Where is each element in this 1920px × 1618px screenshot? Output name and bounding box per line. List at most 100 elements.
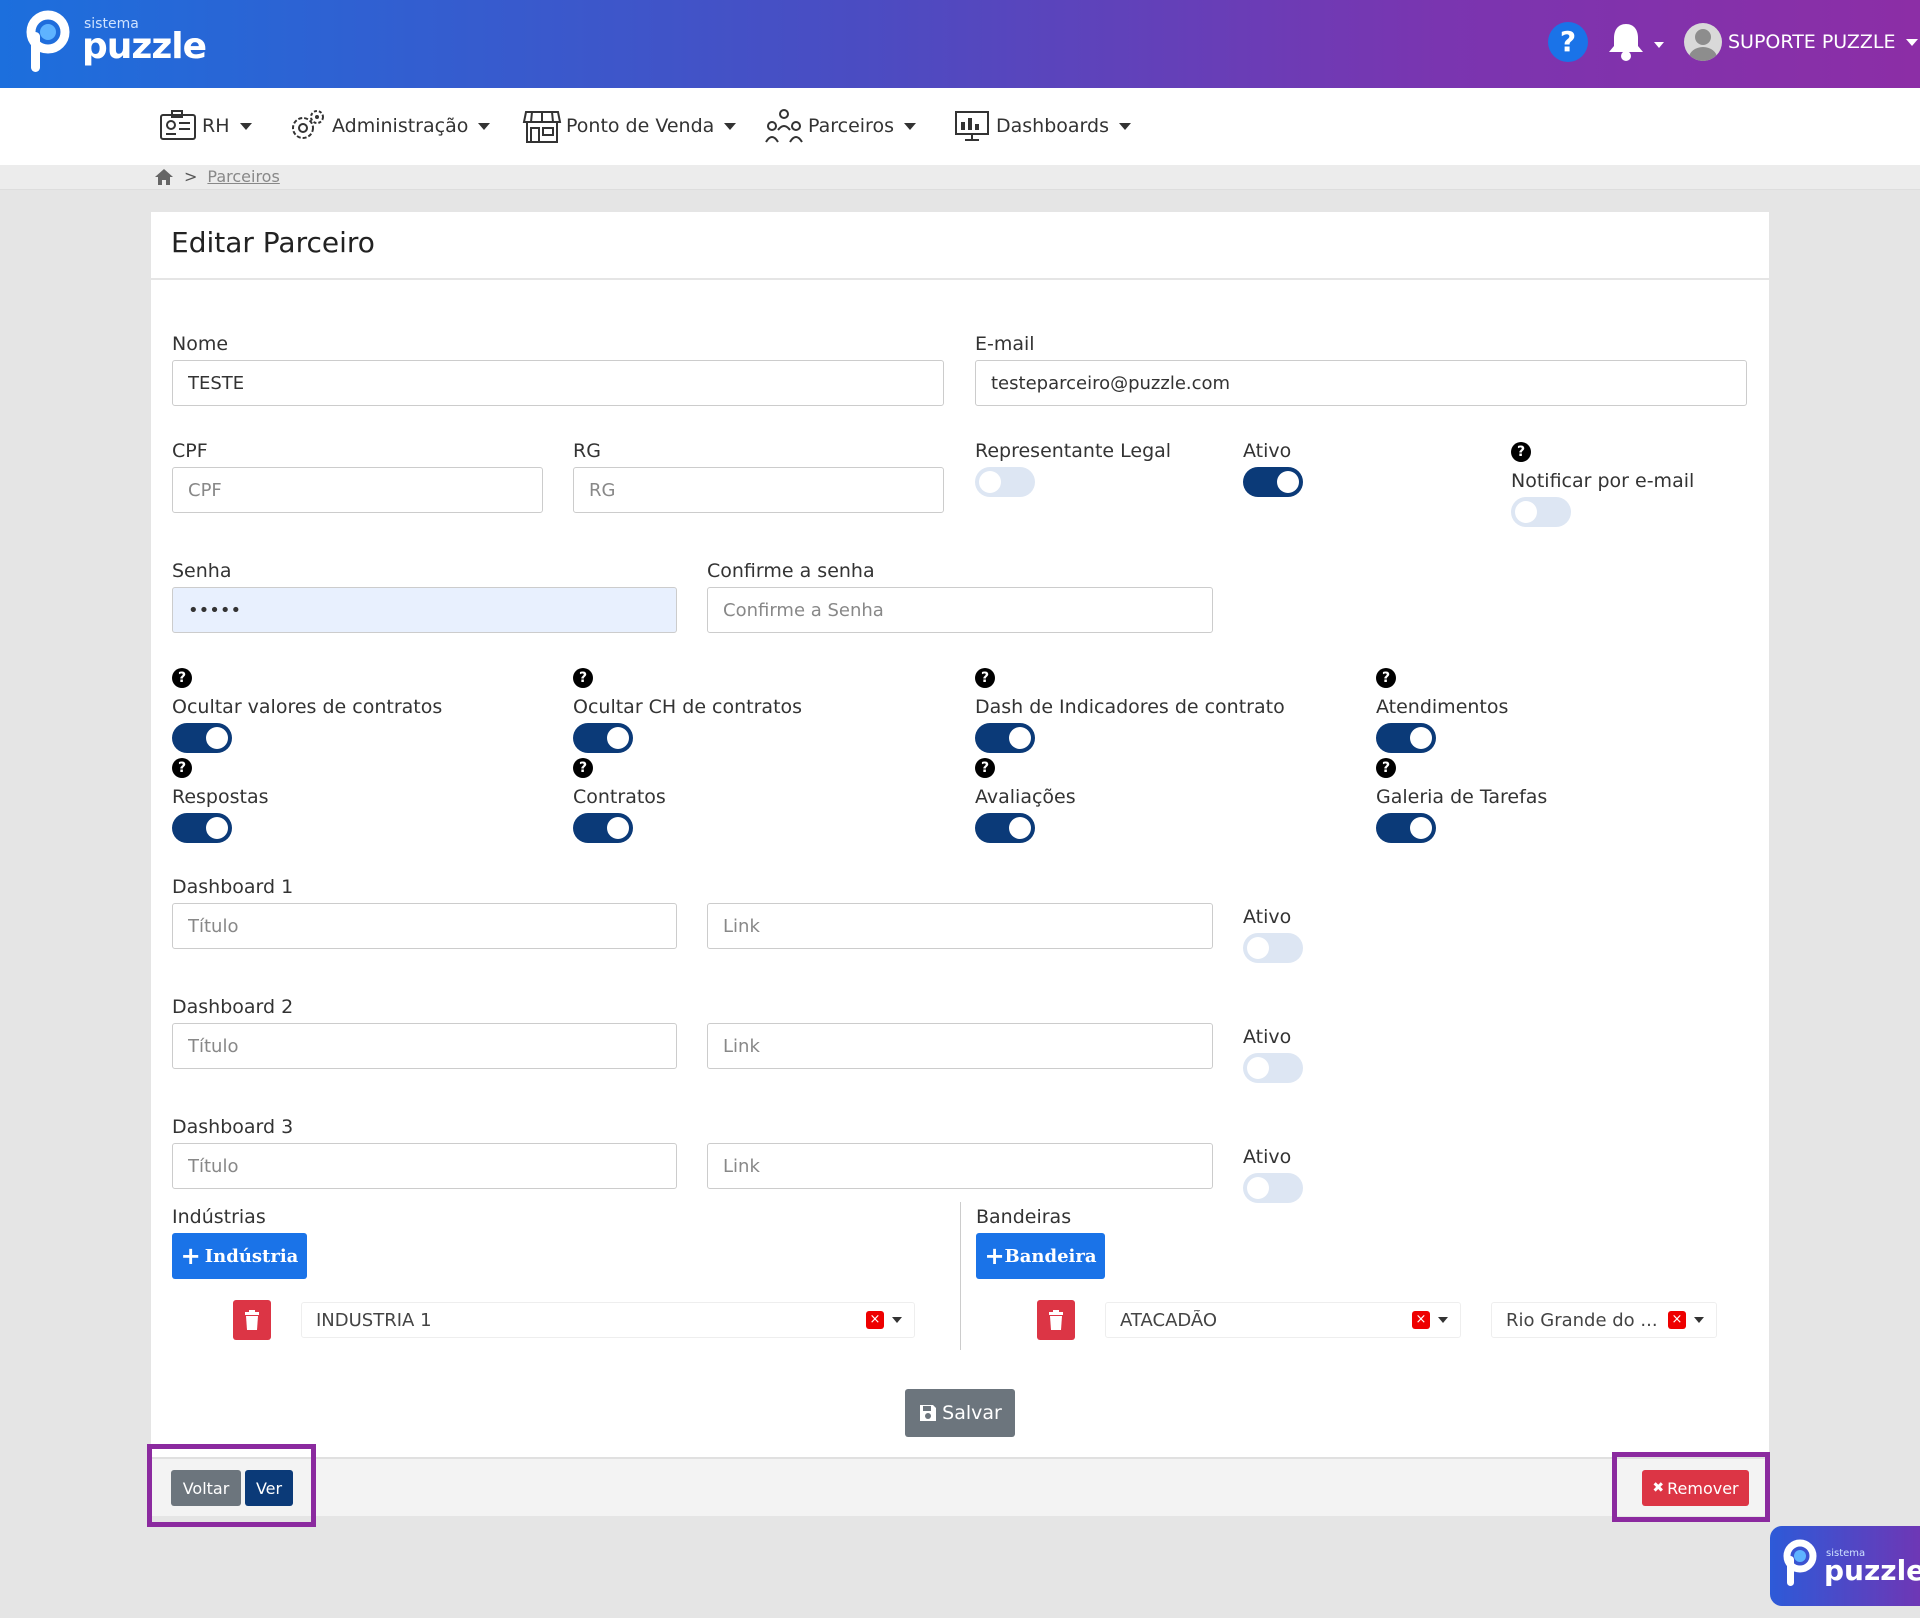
question-icon[interactable]: ? [172, 668, 192, 688]
clear-icon[interactable]: × [866, 1311, 884, 1329]
dashboard-2-link-input[interactable] [707, 1023, 1213, 1069]
add-bandeira-button[interactable]: + Bandeira [976, 1233, 1105, 1279]
nav-item-rh[interactable]: RH [158, 106, 252, 146]
toggle-knob [206, 727, 228, 749]
gears-icon [292, 110, 324, 139]
floppy-disk-icon [920, 1405, 937, 1421]
question-icon[interactable]: ? [573, 668, 593, 688]
save-label: Salvar [942, 1402, 1002, 1424]
industrias-label: Indústrias [172, 1206, 266, 1228]
representante-legal-toggle[interactable] [975, 467, 1035, 497]
chevron-down-icon [1694, 1317, 1704, 1323]
dashboard-2-titulo-input[interactable] [172, 1023, 677, 1069]
toggle-knob [1277, 471, 1299, 493]
nav-label-ponto-de-venda: Ponto de Venda [566, 115, 715, 137]
cpf-label: CPF [172, 440, 208, 462]
nav-item-ponto-de-venda[interactable]: Ponto de Venda [522, 106, 737, 146]
breadcrumb-bar: > Parceiros [0, 165, 1920, 190]
delete-bandeira-button[interactable] [1037, 1300, 1075, 1340]
card-header: Editar Parceiro [151, 212, 1769, 280]
clear-icon[interactable]: × [1668, 1311, 1686, 1329]
puzzle-logo[interactable]: sistema puzzle [26, 8, 207, 78]
back-button[interactable]: Voltar [171, 1470, 241, 1506]
question-icon[interactable]: ? [975, 668, 995, 688]
delete-industria-button[interactable] [233, 1300, 271, 1340]
question-icon[interactable]: ? [1376, 668, 1396, 688]
dashboard-3-ativo-toggle[interactable] [1243, 1173, 1303, 1203]
card-footer: Voltar Ver ✖ Remover [151, 1457, 1769, 1516]
view-button[interactable]: Ver [245, 1470, 293, 1506]
partners-icon [765, 109, 803, 143]
industria-select[interactable]: INDUSTRIA 1 × [301, 1302, 915, 1338]
add-industria-label: Indústria [204, 1245, 299, 1267]
dashboard-1-link-input[interactable] [707, 903, 1213, 949]
chevron-down-icon [724, 122, 737, 130]
toggle-knob [1515, 501, 1537, 523]
add-bandeira-label: Bandeira [1004, 1245, 1097, 1267]
brand-name: puzzle [1824, 1554, 1920, 1587]
avatar [1684, 23, 1722, 61]
ocultar-valores-toggle[interactable] [172, 723, 232, 753]
toggle-knob [607, 817, 629, 839]
email-input[interactable] [975, 360, 1747, 406]
nav-item-dashboards[interactable]: Dashboards [952, 106, 1131, 146]
dash-indicadores-label: Dash de Indicadores de contrato [975, 696, 1285, 718]
ocultar-ch-toggle[interactable] [573, 723, 633, 753]
chevron-down-icon [903, 122, 916, 130]
ativo-toggle[interactable] [1243, 467, 1303, 497]
dashboard-1-titulo-input[interactable] [172, 903, 677, 949]
trash-icon [245, 1310, 259, 1330]
confirme-senha-label: Confirme a senha [707, 560, 875, 582]
nav-item-administracao[interactable]: Administração [288, 106, 491, 146]
avaliacoes-toggle[interactable] [975, 813, 1035, 843]
rg-input[interactable] [573, 467, 944, 513]
nav-item-parceiros[interactable]: Parceiros [764, 106, 916, 146]
contratos-label: Contratos [573, 786, 666, 808]
respostas-toggle[interactable] [172, 813, 232, 843]
save-button[interactable]: Salvar [905, 1389, 1015, 1437]
help-icon[interactable]: ? [1548, 22, 1588, 62]
cpf-input[interactable] [172, 467, 543, 513]
top-header: sistema puzzle ? SUPORTE PUZZLE [0, 0, 1920, 88]
estado-select[interactable]: Rio Grande do ... × [1491, 1302, 1717, 1338]
dashboard-2-ativo-toggle[interactable] [1243, 1053, 1303, 1083]
home-icon[interactable] [154, 168, 174, 186]
id-card-icon [160, 110, 196, 140]
breadcrumb-link-parceiros[interactable]: Parceiros [207, 167, 280, 186]
bandeiras-label: Bandeiras [976, 1206, 1072, 1228]
galeria-tarefas-toggle[interactable] [1376, 813, 1436, 843]
question-icon[interactable]: ? [975, 758, 995, 778]
add-industria-button[interactable]: + Indústria [172, 1233, 307, 1279]
question-icon[interactable]: ? [172, 758, 192, 778]
toggle-knob [1247, 937, 1269, 959]
nav-label-rh: RH [202, 115, 230, 137]
nome-input[interactable] [172, 360, 944, 406]
remove-button[interactable]: ✖ Remover [1642, 1470, 1749, 1506]
dashboard-3-link-input[interactable] [707, 1143, 1213, 1189]
highlight-box-right [1612, 1452, 1770, 1522]
atendimentos-toggle[interactable] [1376, 723, 1436, 753]
notifications-button[interactable] [1604, 18, 1666, 64]
contratos-toggle[interactable] [573, 813, 633, 843]
atendimentos-label: Atendimentos [1376, 696, 1509, 718]
user-menu[interactable]: SUPORTE PUZZLE [1684, 20, 1918, 64]
senha-input[interactable] [172, 587, 677, 633]
monitor-chart-icon [955, 111, 989, 141]
toggle-knob [979, 471, 1001, 493]
question-icon[interactable]: ? [1511, 442, 1531, 462]
estado-value: Rio Grande do ... [1506, 1309, 1658, 1331]
bell-icon [1609, 24, 1664, 61]
bandeira-select[interactable]: ATACADÃO × [1105, 1302, 1461, 1338]
dashboard-1-ativo-toggle[interactable] [1243, 933, 1303, 963]
brand-subtitle: sistema [84, 16, 139, 32]
notificar-toggle[interactable] [1511, 497, 1571, 527]
question-icon[interactable]: ? [573, 758, 593, 778]
dash-indicadores-toggle[interactable] [975, 723, 1035, 753]
question-icon[interactable]: ? [1376, 758, 1396, 778]
dashboard-3-label: Dashboard 3 [172, 1116, 294, 1138]
dashboard-3-titulo-input[interactable] [172, 1143, 677, 1189]
industria-value: INDUSTRIA 1 [316, 1309, 432, 1331]
confirme-senha-input[interactable] [707, 587, 1213, 633]
corner-puzzle-logo[interactable]: sistema puzzle [1770, 1526, 1920, 1606]
clear-icon[interactable]: × [1412, 1311, 1430, 1329]
